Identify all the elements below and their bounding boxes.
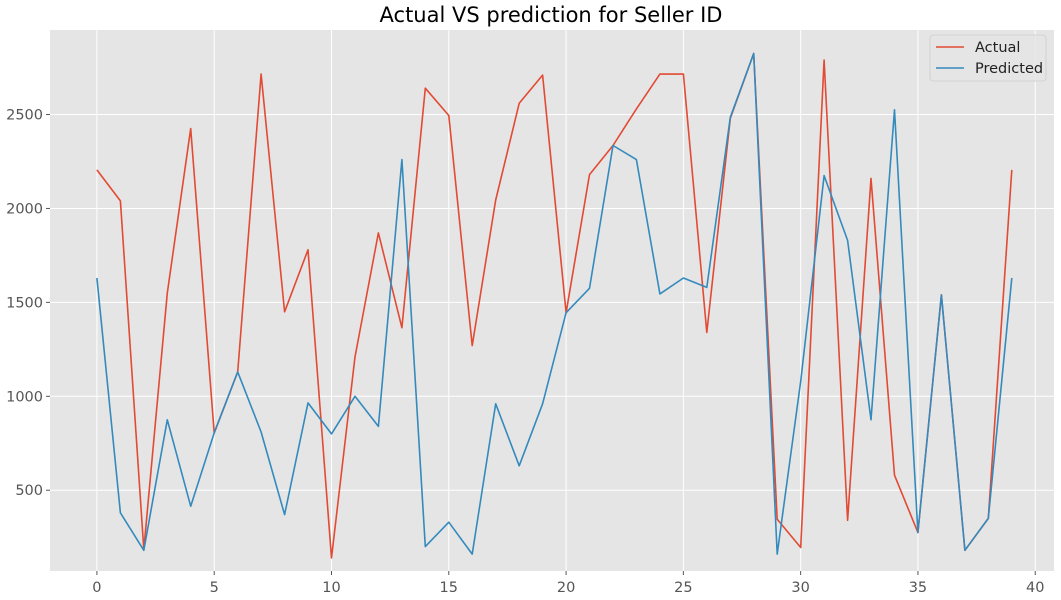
y-tick-label: 1500 [6, 295, 43, 311]
grid-lines [50, 30, 1054, 571]
series-lines [96, 52, 1013, 559]
legend-label-actual: Actual [975, 40, 1020, 56]
x-tick-label: 0 [92, 580, 101, 596]
x-tick-label: 5 [210, 580, 219, 596]
legend: Actual Predicted [929, 34, 1047, 82]
y-tick-label: 500 [15, 483, 43, 499]
x-tick-label: 30 [791, 580, 809, 596]
x-tick-label: 35 [909, 580, 927, 596]
y-tick-label: 2500 [6, 108, 43, 124]
plot-area [50, 30, 1054, 571]
series-line-actual [96, 52, 1013, 559]
x-tick-label: 15 [440, 580, 458, 596]
y-tick-label: 2000 [6, 201, 43, 217]
x-tick-label: 10 [322, 580, 340, 596]
x-tick-label: 25 [674, 580, 692, 596]
x-tick-label: 40 [1026, 580, 1044, 596]
x-tick-label: 20 [557, 580, 575, 596]
chart-title: Actual VS prediction for Seller ID [380, 3, 723, 27]
axis-ticks: 0 5 10 15 20 25 30 35 40 500 1000 1500 2000 2500 [6, 108, 1044, 596]
y-tick-label: 1000 [6, 389, 43, 405]
series-line-predicted [96, 52, 1013, 555]
legend-label-predicted: Predicted [975, 61, 1043, 77]
